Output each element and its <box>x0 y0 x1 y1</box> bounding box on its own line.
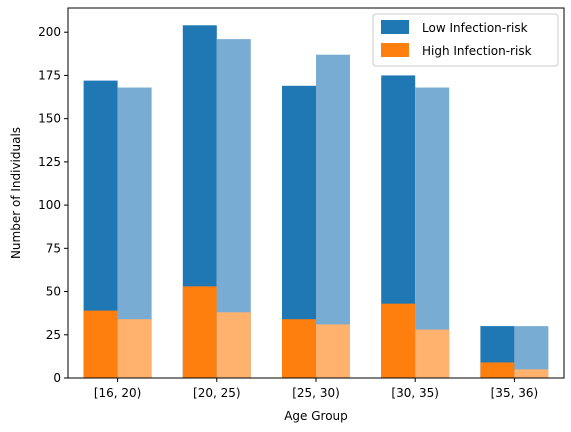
x-tick-label-0: [16, 20) <box>94 386 142 400</box>
y-tick-label-3: 75 <box>46 241 61 255</box>
y-tick-label-6: 150 <box>38 112 61 126</box>
y-tick-label-8: 200 <box>38 25 61 39</box>
x-tick-label-2: [25, 30) <box>292 386 340 400</box>
y-tick-label-4: 100 <box>38 198 61 212</box>
y-tick-label-0: 0 <box>53 371 61 385</box>
y-tick-label-2: 50 <box>46 285 61 299</box>
bar-high-risk-a-3 <box>381 303 416 378</box>
x-tick-label-4: [35, 36) <box>491 386 539 400</box>
bar-high-risk-a-2 <box>282 319 316 378</box>
x-axis-label: Age Group <box>284 409 348 423</box>
y-tick-label-7: 175 <box>38 68 61 82</box>
bar-high-risk-b-3 <box>415 329 450 378</box>
bar-total-b-2 <box>316 54 350 378</box>
bar-high-risk-b-2 <box>316 324 350 378</box>
x-tick-label-3: [30, 35) <box>391 386 439 400</box>
legend: Low Infection-risk High Infection-risk <box>372 13 559 67</box>
legend-label-low-risk: Low Infection-risk <box>422 21 528 35</box>
legend-swatch-low-risk <box>381 20 409 34</box>
bar-high-risk-a-1 <box>182 286 217 378</box>
bars-group <box>83 25 549 379</box>
bar-high-risk-b-0 <box>117 319 152 378</box>
bar-high-risk-b-4 <box>514 369 549 378</box>
legend-swatch-high-risk <box>381 43 409 57</box>
bar-high-risk-a-4 <box>480 362 515 378</box>
x-ticks: [16, 20) [20, 25) [25, 30) [30, 35) [35, 36) <box>94 378 538 400</box>
legend-box <box>372 13 559 67</box>
x-tick-label-1: [20, 25) <box>193 386 241 400</box>
y-ticks: 0 25 50 75 100 125 150 175 200 <box>38 25 68 385</box>
y-axis-label: Number of Individuals <box>9 127 23 259</box>
plot-frame <box>67 7 565 379</box>
legend-label-high-risk: High Infection-risk <box>422 44 532 58</box>
bar-high-risk-a-0 <box>83 310 118 378</box>
y-tick-label-1: 25 <box>46 328 61 342</box>
y-tick-label-5: 125 <box>38 155 61 169</box>
bar-high-risk-b-1 <box>216 312 251 378</box>
